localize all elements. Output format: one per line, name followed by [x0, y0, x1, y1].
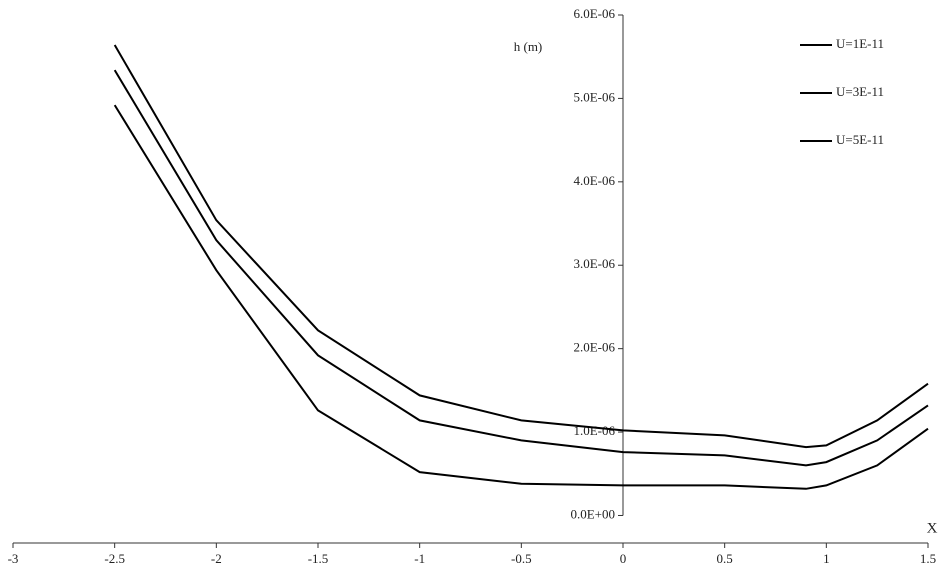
- x-tick-label: -2.5: [104, 551, 125, 566]
- x-tick-label: 0.5: [717, 551, 733, 566]
- legend-label: U=3E-11: [836, 84, 884, 99]
- y-tick-label: 4.0E-06: [573, 173, 615, 188]
- x-tick-label: -1.5: [308, 551, 329, 566]
- series-line: [113, 44, 929, 449]
- y-tick-label: 3.0E-06: [573, 256, 615, 271]
- legend-label: U=5E-11: [836, 132, 884, 147]
- legend-label: U=1E-11: [836, 36, 884, 51]
- x-tick-label: 0: [620, 551, 627, 566]
- y-axis-label: h (m): [514, 39, 543, 54]
- x-tick-label: -2: [211, 551, 222, 566]
- y-tick-label: 6.0E-06: [573, 6, 615, 21]
- series-line: [113, 69, 929, 467]
- x-tick-label: -3: [8, 551, 19, 566]
- y-tick-label: 5.0E-06: [573, 89, 615, 104]
- series-line: [113, 104, 929, 490]
- x-tick-label: 1: [823, 551, 830, 566]
- x-tick-label: -1: [414, 551, 425, 566]
- y-tick-label: 0.0E+00: [570, 506, 615, 521]
- x-tick-label: 1.5: [920, 551, 936, 566]
- x-tick-label: -0.5: [511, 551, 532, 566]
- y-tick-label: 2.0E-06: [573, 340, 615, 355]
- x-axis-label: X: [927, 520, 938, 536]
